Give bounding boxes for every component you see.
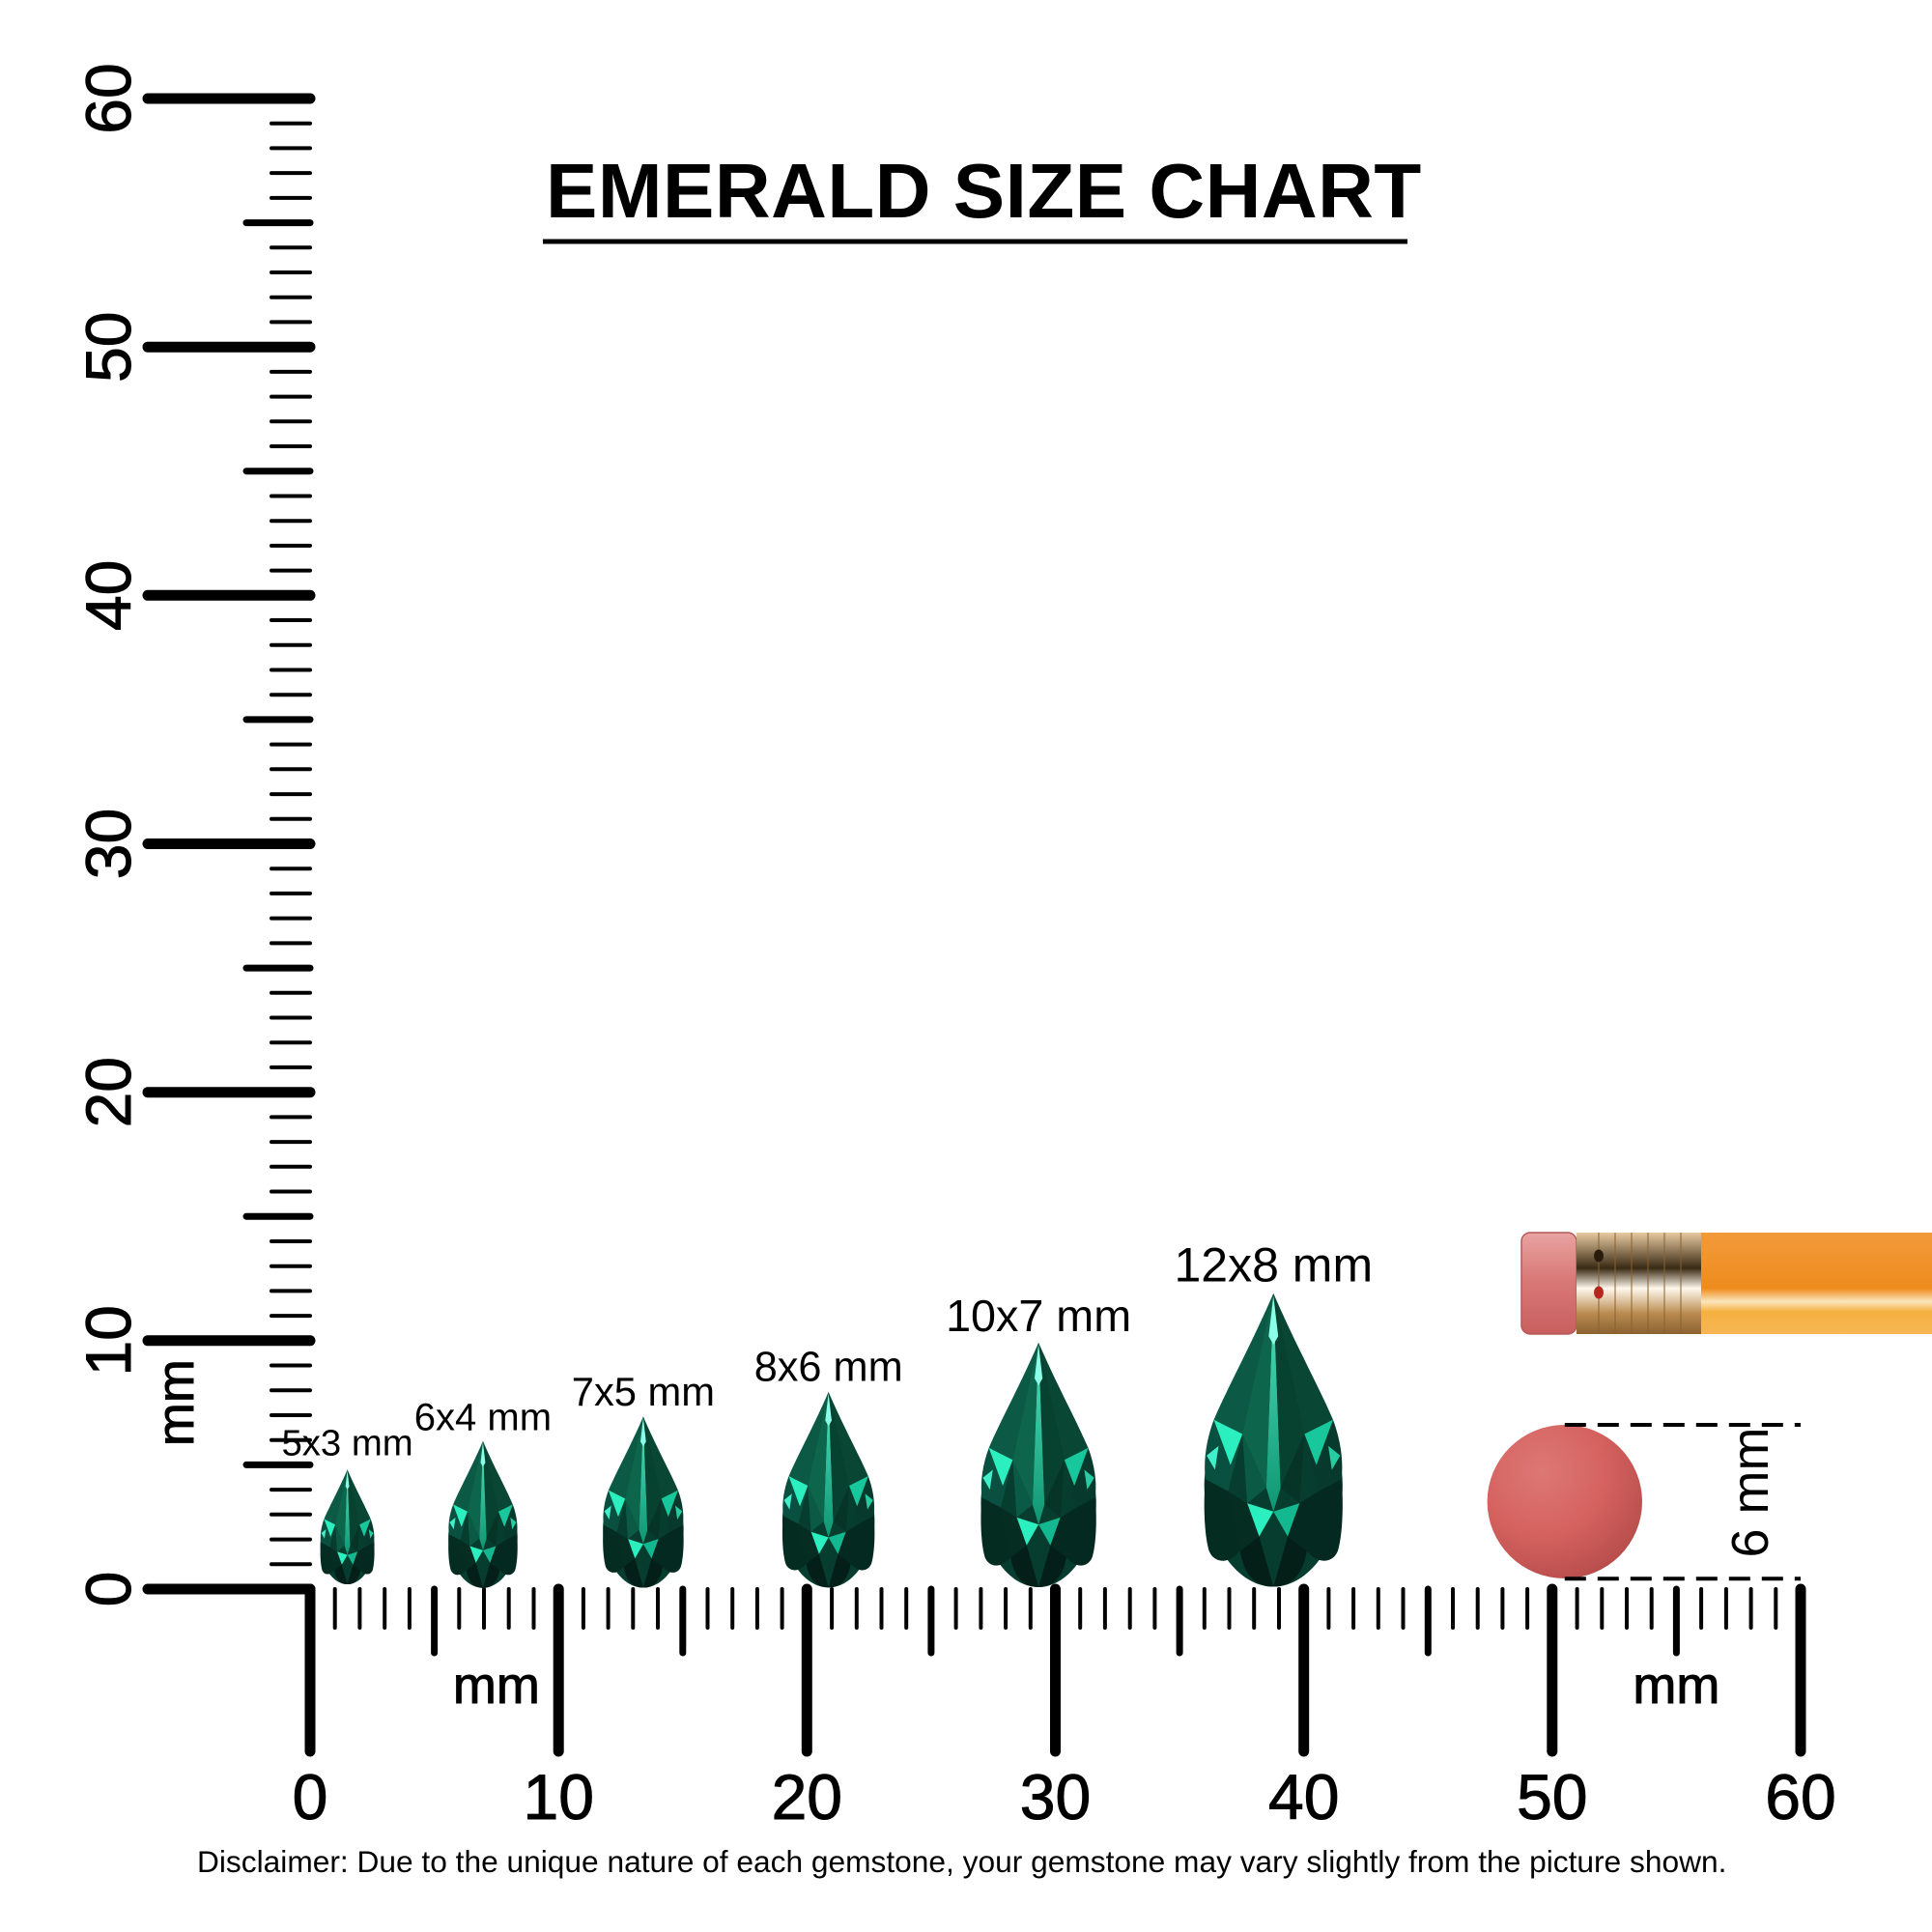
svg-text:10: 10 bbox=[523, 1761, 593, 1833]
svg-text:20: 20 bbox=[772, 1761, 842, 1833]
svg-text:mm: mm bbox=[147, 1359, 205, 1446]
svg-text:6 mm: 6 mm bbox=[1721, 1428, 1779, 1558]
svg-text:12x8 mm: 12x8 mm bbox=[1174, 1237, 1373, 1292]
svg-text:5x3 mm: 5x3 mm bbox=[281, 1422, 412, 1463]
svg-text:mm: mm bbox=[1633, 1657, 1719, 1715]
svg-text:20: 20 bbox=[72, 1057, 144, 1127]
svg-text:40: 40 bbox=[1268, 1761, 1339, 1833]
svg-text:7x5 mm: 7x5 mm bbox=[572, 1369, 715, 1414]
svg-text:8x6 mm: 8x6 mm bbox=[754, 1344, 903, 1390]
svg-text:60: 60 bbox=[72, 63, 144, 133]
svg-text:40: 40 bbox=[72, 560, 144, 631]
svg-text:EMERALD SIZE CHART: EMERALD SIZE CHART bbox=[546, 148, 1422, 234]
svg-text:10: 10 bbox=[72, 1305, 144, 1376]
svg-text:0: 0 bbox=[293, 1761, 328, 1833]
svg-text:10x7 mm: 10x7 mm bbox=[946, 1291, 1131, 1341]
svg-text:50: 50 bbox=[72, 311, 144, 382]
svg-text:6x4 mm: 6x4 mm bbox=[414, 1397, 552, 1439]
svg-text:60: 60 bbox=[1765, 1761, 1835, 1833]
svg-text:mm: mm bbox=[453, 1657, 540, 1715]
svg-text:30: 30 bbox=[1020, 1761, 1091, 1833]
svg-text:0: 0 bbox=[72, 1572, 144, 1607]
svg-text:Disclaimer: Due to the unique: Disclaimer: Due to the unique nature of … bbox=[197, 1844, 1726, 1879]
svg-text:50: 50 bbox=[1517, 1761, 1587, 1833]
svg-text:30: 30 bbox=[72, 809, 144, 879]
